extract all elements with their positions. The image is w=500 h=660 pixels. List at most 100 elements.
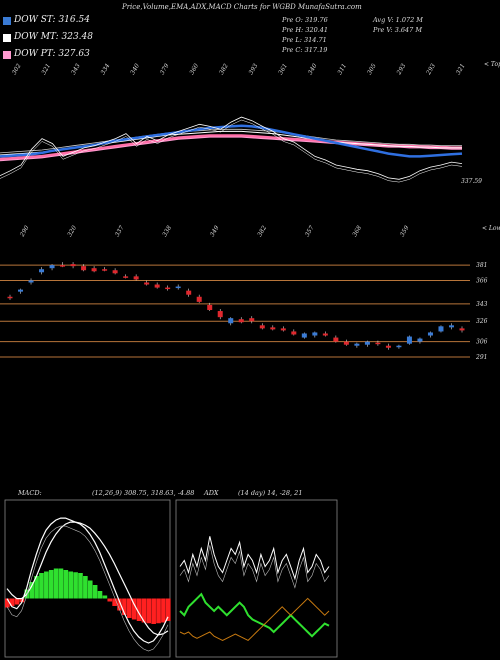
top-label: 343 xyxy=(70,62,82,76)
level-label: 291 xyxy=(475,354,487,361)
level-label: 326 xyxy=(476,318,488,325)
macd-bar xyxy=(122,598,127,615)
candle-body xyxy=(49,265,55,269)
macd-bar xyxy=(136,598,142,621)
macd-bar xyxy=(161,598,166,623)
top-label: 340 xyxy=(307,62,319,76)
macd-bar xyxy=(44,571,49,599)
candle-body xyxy=(207,304,213,311)
legend-swatch-st xyxy=(3,17,11,25)
top-label: 311 xyxy=(336,63,348,76)
macd-bar xyxy=(58,568,64,599)
top-label: 302 xyxy=(11,62,23,76)
bottom-label: 368 xyxy=(351,224,363,238)
candle-body xyxy=(322,333,328,336)
candle-body xyxy=(228,318,234,324)
ema-blue-line xyxy=(0,124,463,158)
macd-bar xyxy=(73,572,78,599)
price-line-2 xyxy=(0,119,463,183)
legend-dow-pt: DOW PT: 327.63 xyxy=(14,49,90,59)
legend-swatch-pt xyxy=(3,51,11,59)
bottom-label: 357 xyxy=(304,224,316,238)
candle-body xyxy=(312,332,318,336)
level-label: 343 xyxy=(476,301,488,308)
candle-body xyxy=(165,287,171,290)
macd-bar xyxy=(117,598,122,611)
top-label: 340 xyxy=(129,62,141,76)
macd-bar xyxy=(151,598,156,624)
adx-line-2 xyxy=(179,545,330,589)
avg-volume: Avg V: 1.072 M xyxy=(373,16,423,24)
signal-line xyxy=(6,521,169,636)
plus-di-line xyxy=(179,592,330,638)
macd-bar xyxy=(78,573,83,599)
macd-bar xyxy=(87,580,93,599)
bottom-label: 320 xyxy=(66,224,78,238)
candle-body xyxy=(249,318,255,322)
candle-body xyxy=(175,286,181,289)
prev-high: Pre H: 320.41 xyxy=(282,26,329,34)
macd-bar xyxy=(141,598,147,623)
macd-bar xyxy=(34,576,39,599)
candle-body xyxy=(385,345,391,348)
macd-bar xyxy=(48,570,54,599)
candle-body xyxy=(238,319,244,323)
level-label: 306 xyxy=(476,339,488,346)
bottom-label: 359 xyxy=(399,224,411,238)
candle-body xyxy=(448,325,454,328)
candle-body xyxy=(112,270,118,274)
macd-bar xyxy=(112,598,117,606)
prev-volume: Pre V: 3.647 M xyxy=(373,26,423,34)
macd-bar xyxy=(156,598,161,624)
top-label: 321 xyxy=(40,63,52,76)
candle-body xyxy=(7,296,13,299)
candle-body xyxy=(343,341,349,345)
bottom-label: 338 xyxy=(161,224,173,238)
top-label: 379 xyxy=(159,62,171,76)
top-label: 360 xyxy=(188,62,200,76)
legend-dow-mt: DOW MT: 323.48 xyxy=(14,32,93,42)
candle-body xyxy=(270,327,276,330)
top-label: 334 xyxy=(100,62,112,76)
macd-bar xyxy=(146,598,152,624)
top-label: 393 xyxy=(248,62,260,76)
candle-body xyxy=(459,328,465,331)
macd-bar xyxy=(107,598,113,602)
adx-params: (14 day) 14, -28, 21 xyxy=(238,489,303,497)
top-label: 382 xyxy=(218,62,230,76)
prev-close: Pre C: 317.19 xyxy=(282,46,328,54)
macd-bar xyxy=(53,568,59,599)
macd-line xyxy=(6,517,169,644)
macd-bar xyxy=(83,576,88,599)
top-label: 321 xyxy=(455,63,467,76)
level-label: 381 xyxy=(476,262,487,269)
macd-bar xyxy=(14,598,20,605)
macd-bar xyxy=(39,573,44,599)
current-value: 337.59 xyxy=(461,178,482,185)
candle-body xyxy=(60,265,66,267)
adx-line xyxy=(179,536,330,581)
macd-bar xyxy=(63,570,69,599)
candle-body xyxy=(217,311,223,318)
top-label: 293 xyxy=(425,62,437,76)
candle-body xyxy=(123,276,129,278)
top-axis-label: < Tops xyxy=(484,61,500,68)
candle-body xyxy=(144,282,150,285)
candle-body xyxy=(438,326,444,332)
level-label: 366 xyxy=(476,277,488,284)
candle-body xyxy=(280,328,286,331)
bottom-label: 349 xyxy=(209,224,221,238)
candle-body xyxy=(133,276,139,280)
bottom-label: 290 xyxy=(18,224,30,238)
ema-pink-line-2 xyxy=(0,136,462,162)
candle-body xyxy=(39,269,45,273)
bottom-label: 382 xyxy=(256,224,268,238)
macd-bar xyxy=(102,595,108,599)
candle-body xyxy=(291,331,297,335)
candle-body xyxy=(364,341,370,345)
top-label: 305 xyxy=(366,62,378,76)
macd-label: MACD: xyxy=(18,489,42,497)
candle-body xyxy=(196,296,202,302)
legend-dow-st: DOW ST: 316.54 xyxy=(14,15,90,25)
